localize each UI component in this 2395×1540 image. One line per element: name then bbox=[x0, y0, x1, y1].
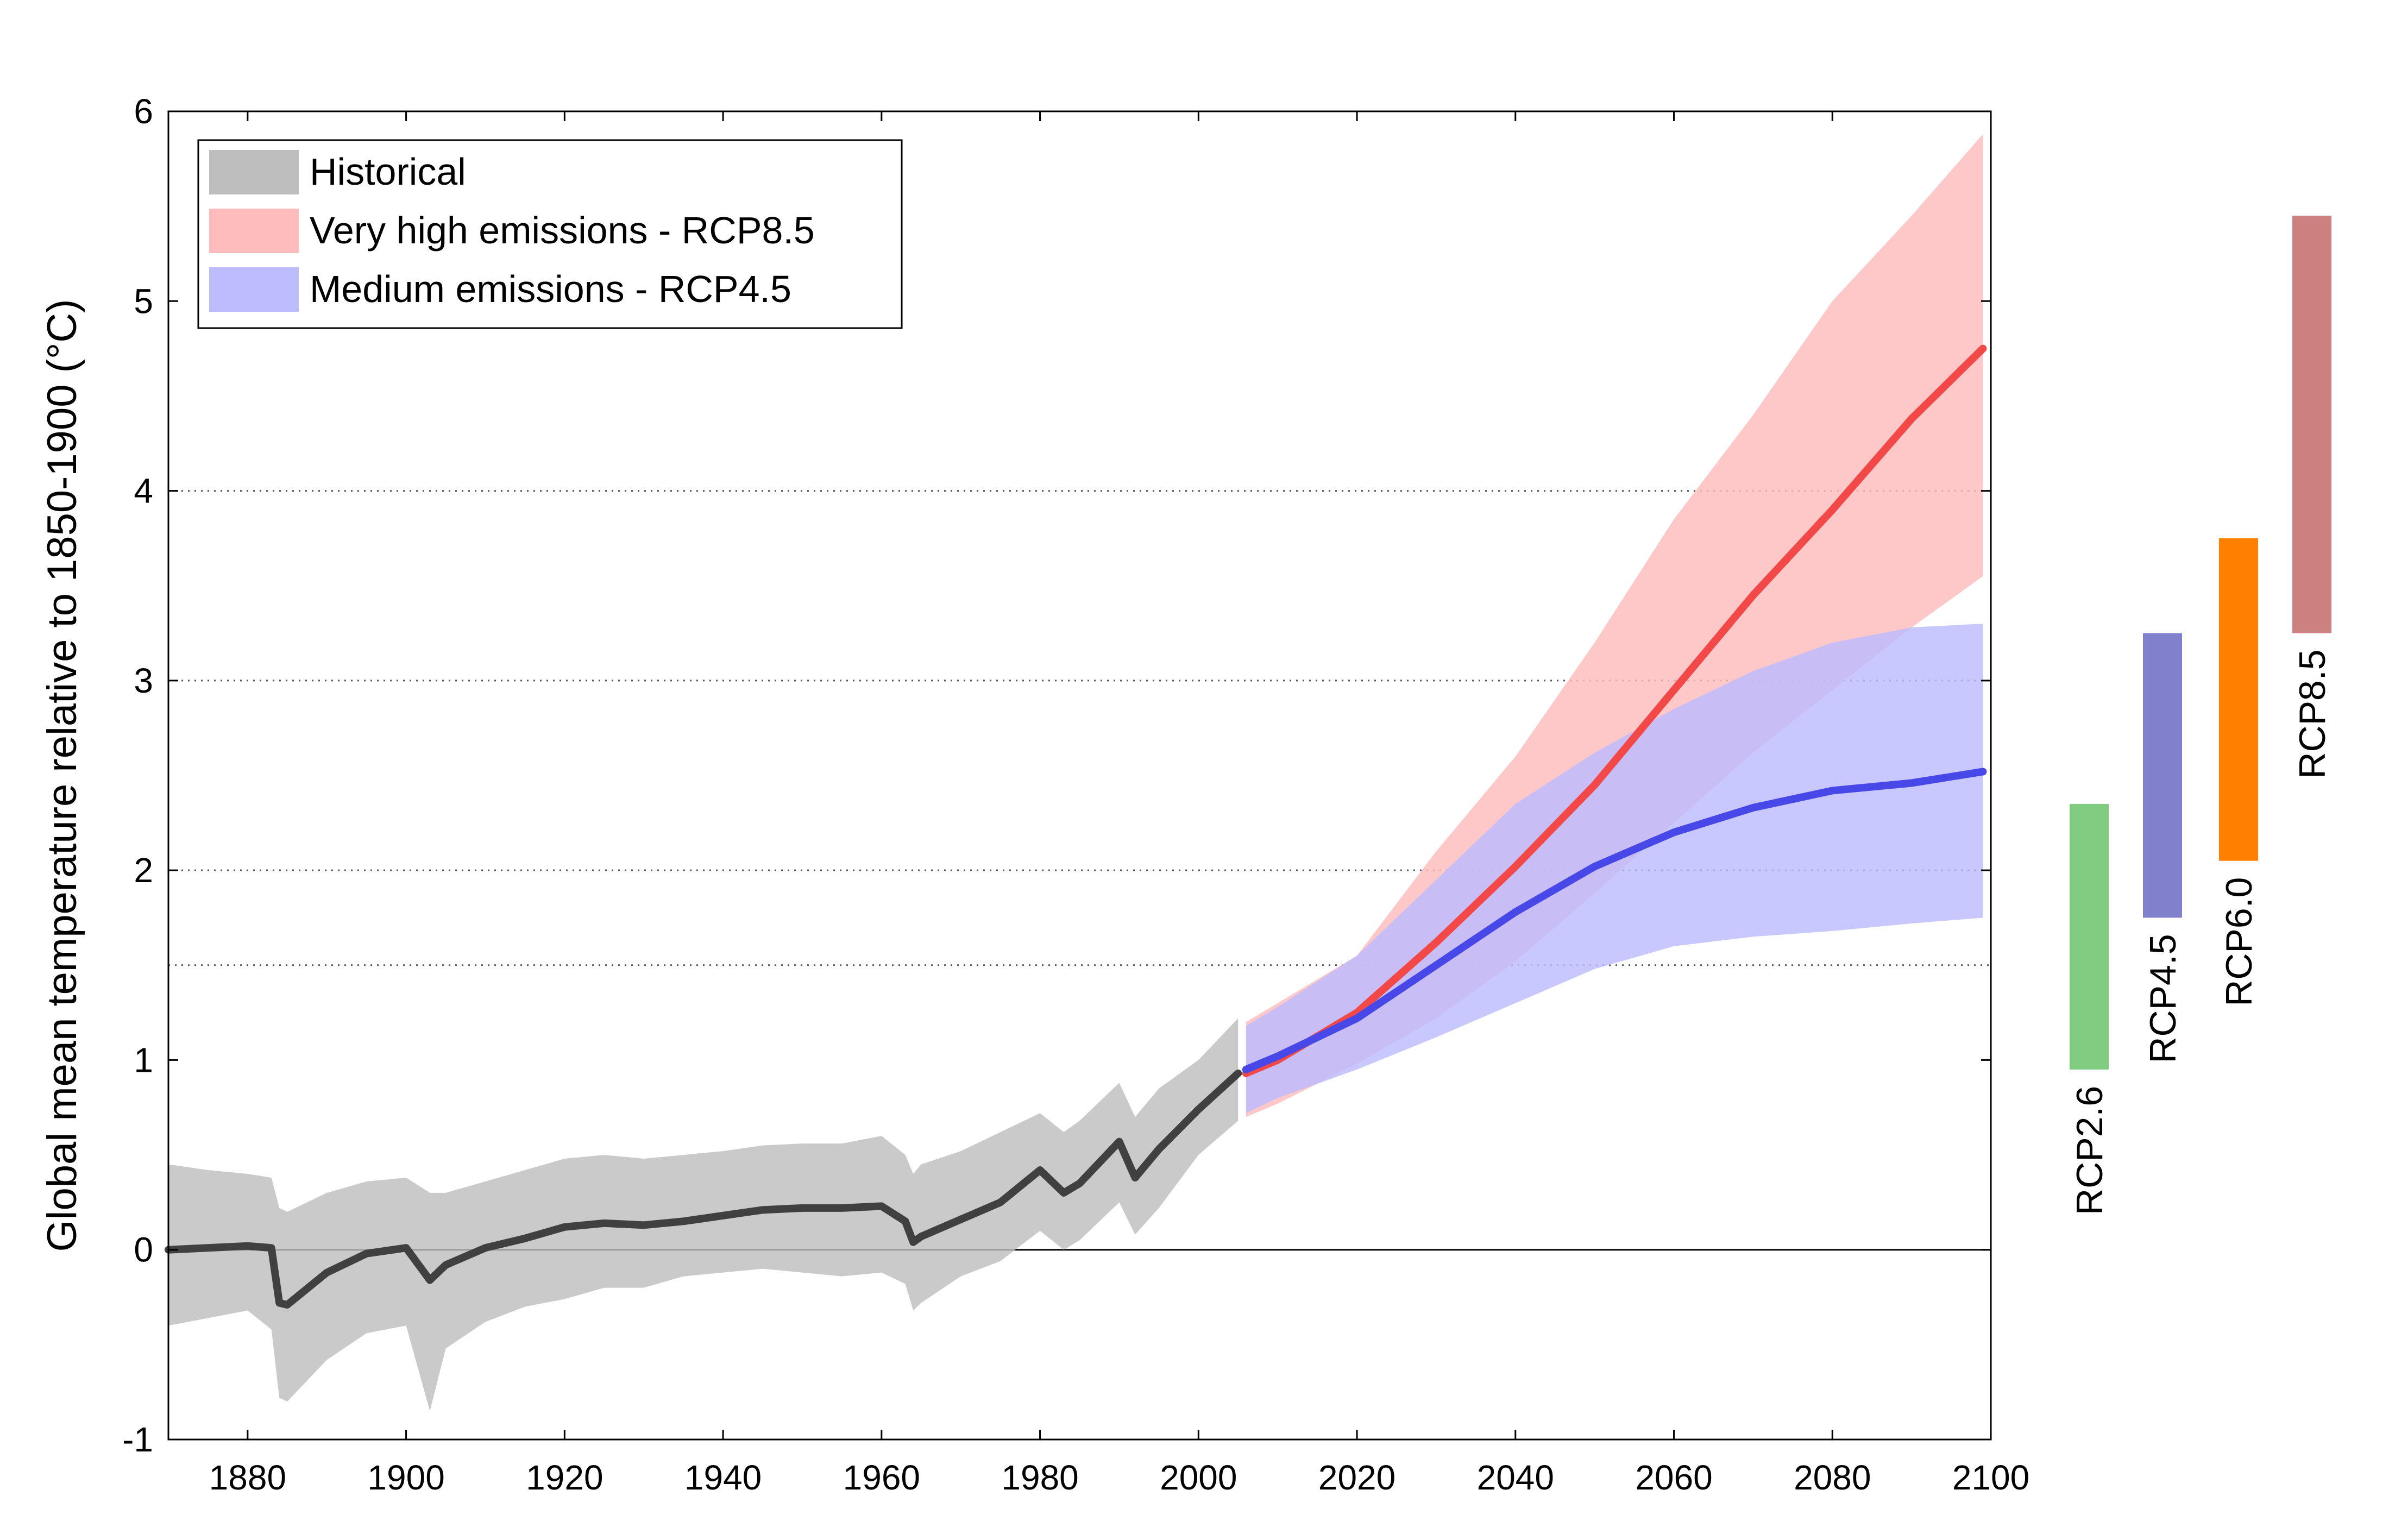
series-lines bbox=[165, 344, 1987, 1309]
x-tick-label-1980: 1980 bbox=[1001, 1458, 1078, 1497]
legend-label-medium-emissions-rcp4-5: Medium emissions - RCP4.5 bbox=[310, 268, 791, 310]
range-bar-label-rcp4-5: RCP4.5 bbox=[2142, 934, 2184, 1063]
axis-ticks: 1880 1900 1920 1940 1960 1980 2000 2020 2040 2060… bbox=[122, 92, 2029, 1497]
x-tick-label-2080: 2080 bbox=[1794, 1458, 1871, 1497]
legend-label-very-high-emissions-rcp8-5: Very high emissions - RCP8.5 bbox=[310, 209, 815, 252]
legend-box bbox=[197, 139, 903, 329]
line-medium-emissions-rcp4-5 bbox=[1242, 768, 1987, 1073]
x-tick-label-1920: 1920 bbox=[526, 1458, 603, 1497]
plot-frame bbox=[167, 110, 1992, 1441]
y-tick-label-2: 2 bbox=[134, 851, 153, 890]
band-very-high-emissions-rcp8-5 bbox=[1246, 134, 1983, 1117]
x-tick-label-2040: 2040 bbox=[1477, 1458, 1554, 1497]
range-bar-rcp4-5 bbox=[2143, 633, 2182, 918]
range-bar-rcp8-5 bbox=[2292, 216, 2331, 633]
range-bar-label-rcp6-0: RCP6.0 bbox=[2218, 877, 2260, 1007]
x-tick-label-1940: 1940 bbox=[684, 1458, 762, 1497]
range-bar-rcp2-6 bbox=[2070, 803, 2109, 1070]
legend-label-historical: Historical bbox=[310, 150, 466, 193]
y-tick-label-1: 1 bbox=[134, 1040, 153, 1079]
x-tick-label-1880: 1880 bbox=[209, 1458, 286, 1497]
x-tick-label-2020: 2020 bbox=[1318, 1458, 1395, 1497]
legend-swatch-historical bbox=[209, 150, 299, 194]
y-tick-label-4: 4 bbox=[134, 472, 153, 511]
range-bar-label-rcp8-5: RCP8.5 bbox=[2292, 650, 2333, 779]
line-historical bbox=[165, 1069, 1242, 1309]
rcp-range-bars: RCP2.6 RCP4.5 RCP6.0 RCP8.5 bbox=[2069, 216, 2333, 1215]
range-bar-label-rcp2-6: RCP2.6 bbox=[2069, 1086, 2110, 1215]
x-tick-label-1900: 1900 bbox=[367, 1458, 444, 1497]
band-medium-emissions-rcp4-5 bbox=[1246, 624, 1983, 1114]
y-tick-label-6: 6 bbox=[134, 92, 153, 131]
y-axis-title: Global mean temperature relative to 1850… bbox=[39, 299, 85, 1252]
x-tick-label-2100: 2100 bbox=[1952, 1458, 2029, 1497]
x-tick-label-2060: 2060 bbox=[1635, 1458, 1712, 1497]
x-tick-label-2000: 2000 bbox=[1160, 1458, 1237, 1497]
x-tick-label-1960: 1960 bbox=[843, 1458, 920, 1497]
y-tick-label-5: 5 bbox=[134, 281, 153, 320]
legend: Historical Very high emissions - RCP8.5 Me… bbox=[197, 139, 903, 329]
y-tick-label-0: 0 bbox=[134, 1230, 153, 1269]
legend-swatch-medium-emissions-rcp4-5 bbox=[209, 267, 299, 312]
y-tick-label-3: 3 bbox=[134, 661, 153, 700]
legend-swatch-very-high-emissions-rcp8-5 bbox=[209, 209, 299, 253]
range-bar-rcp6-0 bbox=[2219, 538, 2258, 861]
y-tick-label-1: -1 bbox=[122, 1420, 153, 1459]
